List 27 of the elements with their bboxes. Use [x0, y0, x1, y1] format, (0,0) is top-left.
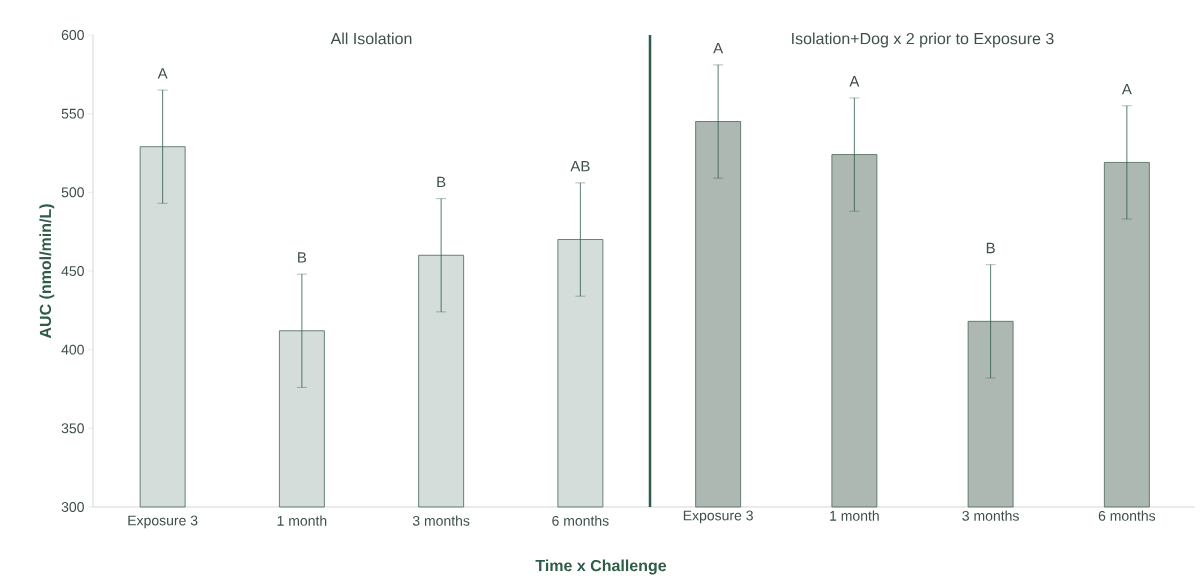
annotation: A	[1121, 83, 1132, 95]
annotation: A	[849, 76, 860, 87]
x-tick-label: Exposure 3	[683, 510, 753, 524]
x-axis-title: Time x Challenge	[535, 559, 667, 575]
y-tick-label: 400	[61, 344, 84, 355]
x-tick-label: 3 months	[962, 510, 1019, 521]
x-tick-label: 6 months	[552, 515, 609, 526]
y-tick-label: 600	[61, 30, 84, 40]
x-tick-label: 1 month	[830, 510, 879, 521]
y-tick-label: 550	[61, 108, 84, 119]
x-tick-label: 6 months	[1098, 510, 1156, 521]
annotation: A	[157, 68, 168, 79]
y-tick-label: 300	[61, 502, 84, 512]
annotation: B	[437, 176, 446, 188]
annotation: B	[986, 242, 995, 254]
annotation: A	[713, 43, 724, 54]
x-tick-label: Exposure 3	[128, 515, 198, 529]
y-tick-label: 450	[61, 266, 84, 276]
chart-title: Isolation+Dog x 2 prior to Exposure 3	[792, 32, 1054, 48]
x-tick-label: 3 months	[412, 515, 470, 526]
annotation: AB	[570, 161, 590, 172]
y-tick-label: 500	[61, 187, 84, 198]
chart-title: All Isolation	[330, 32, 412, 45]
y-tick-label: 350	[61, 423, 84, 434]
x-tick-label: 1 month	[277, 515, 327, 526]
y-axis-title: AUC (nmol/min/L)	[39, 204, 55, 339]
annotation: B	[298, 252, 307, 263]
